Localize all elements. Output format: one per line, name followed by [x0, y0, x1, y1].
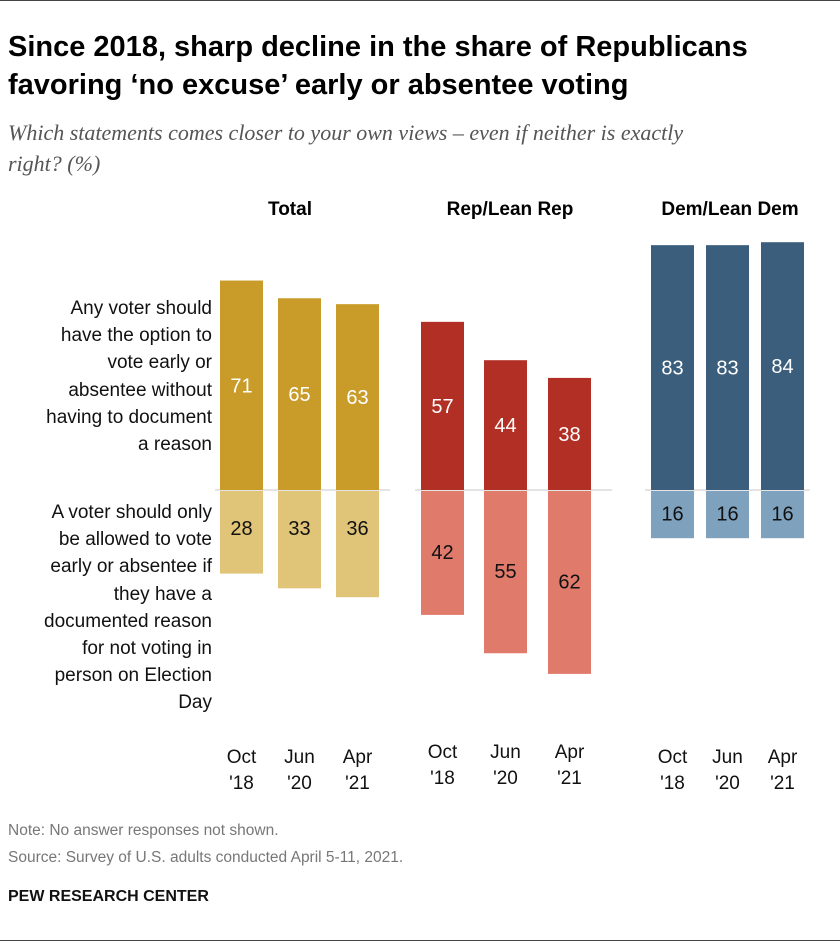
group-title-total: Total	[268, 199, 312, 220]
x-tick-label-rep-jun20: Jun '20	[476, 740, 536, 792]
bar-no-excuse-dem-apr21	[761, 242, 804, 490]
row-label-documented-line-6: for not voting in	[82, 638, 212, 660]
x-tick-label-dem-oct18: Oct '18	[643, 745, 703, 797]
x-tick-label-total-oct18: Oct '18	[212, 745, 272, 797]
bar-no-excuse-total-jun20	[278, 298, 321, 490]
label-no-excuse-rep-jun20: 44	[494, 415, 516, 437]
x-tick-label-rep-apr21: Apr '21	[540, 740, 600, 792]
top-rule	[0, 0, 840, 1]
x-tick-label-line-1: Jun	[490, 742, 521, 763]
group-title-rep: Rep/Lean Rep	[446, 199, 574, 220]
row-label-documented-reason: A voter should only be allowed to vote e…	[0, 499, 212, 717]
label-no-excuse-rep-oct18: 57	[431, 396, 453, 418]
label-no-excuse-total-apr21: 63	[346, 387, 368, 409]
x-tick-label-line-2: '20	[287, 773, 312, 794]
x-tick-label-line-2: '21	[557, 768, 582, 789]
chart-title-line-1: Since 2018, sharp decline in the share o…	[8, 31, 748, 63]
chart-subtitle: Which statements comes closer to your ow…	[8, 117, 833, 179]
x-tick-label-dem-apr21: Apr '21	[753, 745, 813, 797]
chart-note: Note: No answer responses not shown.	[8, 822, 279, 839]
bar-no-excuse-total-oct18	[220, 280, 263, 490]
x-tick-label-line-1: Oct	[427, 742, 458, 763]
x-tick-label-line-1: Apr	[767, 747, 798, 768]
bar-documented-rep-jun20	[484, 491, 527, 654]
x-tick-label-line-2: '21	[770, 773, 795, 794]
bar-documented-dem-apr21	[761, 491, 804, 539]
label-no-excuse-dem-oct18: 83	[661, 358, 683, 380]
x-tick-label-line-2: '18	[660, 773, 685, 794]
row-label-documented-line-5: documented reason	[44, 610, 212, 632]
label-documented-rep-oct18: 42	[431, 542, 453, 564]
label-no-excuse-total-oct18: 71	[230, 375, 252, 397]
bar-no-excuse-dem-jun20	[706, 245, 749, 490]
bar-no-excuse-rep-apr21	[548, 377, 591, 490]
x-tick-label-line-1: Jun	[712, 747, 743, 768]
bar-no-excuse-total-apr21	[336, 304, 379, 490]
label-documented-rep-jun20: 55	[494, 561, 516, 583]
bar-documented-dem-oct18	[651, 491, 694, 539]
label-no-excuse-dem-apr21: 84	[771, 356, 793, 378]
label-documented-total-jun20: 33	[288, 518, 310, 540]
row-label-no-excuse-line-1: Any voter should	[70, 298, 212, 319]
bar-no-excuse-rep-oct18	[421, 321, 464, 490]
pew-brand-logo: PEW RESEARCH CENTER	[8, 888, 209, 905]
label-documented-rep-apr21: 62	[558, 571, 580, 593]
bar-documented-total-jun20	[278, 491, 321, 589]
bar-no-excuse-rep-jun20	[484, 360, 527, 490]
row-label-no-excuse-line-3: vote early or	[107, 352, 212, 374]
x-tick-label-line-2: '18	[229, 773, 254, 794]
chart-subtitle-line-2: right? (%)	[8, 151, 101, 176]
row-label-documented-line-7: person on Election	[54, 665, 212, 687]
row-label-documented-line-3: early or absentee if	[50, 556, 212, 578]
x-tick-label-line-2: '21	[345, 773, 370, 794]
bar-no-excuse-dem-oct18	[651, 245, 694, 490]
x-tick-label-total-jun20: Jun '20	[270, 745, 330, 797]
label-no-excuse-dem-jun20: 83	[716, 358, 738, 380]
x-tick-label-dem-jun20: Jun '20	[698, 745, 758, 797]
x-tick-label-line-1: Jun	[284, 747, 315, 768]
x-tick-label-line-2: '20	[493, 768, 518, 789]
label-no-excuse-total-jun20: 65	[288, 384, 310, 406]
bar-documented-total-apr21	[336, 491, 379, 598]
row-label-documented-line-1: A voter should only	[51, 502, 212, 523]
row-label-documented-line-8: Day	[178, 692, 212, 714]
x-tick-label-total-apr21: Apr '21	[328, 745, 388, 797]
x-tick-label-line-1: Apr	[342, 747, 373, 768]
label-documented-dem-apr21: 16	[771, 504, 793, 526]
row-label-documented-line-2: be allowed to vote	[58, 529, 212, 551]
x-tick-label-line-2: '18	[430, 768, 455, 789]
row-label-documented-line-4: they have a	[113, 583, 212, 605]
row-label-no-excuse: Any voter should have the option to vote…	[0, 295, 212, 458]
chart-title-line-2: favoring ‘no excuse’ early or absentee v…	[8, 69, 629, 101]
x-tick-label-rep-oct18: Oct '18	[413, 740, 473, 792]
bar-documented-rep-oct18	[421, 491, 464, 615]
bar-documented-total-oct18	[220, 491, 263, 574]
x-tick-label-line-1: Apr	[554, 742, 585, 763]
label-documented-total-apr21: 36	[346, 518, 368, 540]
x-tick-label-line-2: '20	[715, 773, 740, 794]
label-no-excuse-rep-apr21: 38	[558, 424, 580, 446]
label-documented-dem-oct18: 16	[661, 504, 683, 526]
row-label-no-excuse-line-4: absentee without	[68, 379, 212, 401]
row-label-no-excuse-line-2: have the option to	[60, 325, 212, 347]
x-tick-label-line-1: Oct	[226, 747, 257, 768]
group-title-dem: Dem/Lean Dem	[661, 199, 799, 220]
row-label-no-excuse-line-6: a reason	[138, 434, 212, 456]
chart-title: Since 2018, sharp decline in the share o…	[8, 28, 833, 104]
label-documented-dem-jun20: 16	[716, 504, 738, 526]
chart-source: Source: Survey of U.S. adults conducted …	[8, 849, 404, 866]
label-documented-total-oct18: 28	[230, 518, 252, 540]
row-label-no-excuse-line-5: having to document	[46, 406, 212, 428]
bottom-rule	[0, 940, 840, 941]
x-tick-label-line-1: Oct	[657, 747, 688, 768]
bar-documented-dem-jun20	[706, 491, 749, 539]
bar-documented-rep-apr21	[548, 491, 591, 674]
chart-subtitle-line-1: Which statements comes closer to your ow…	[8, 120, 684, 145]
